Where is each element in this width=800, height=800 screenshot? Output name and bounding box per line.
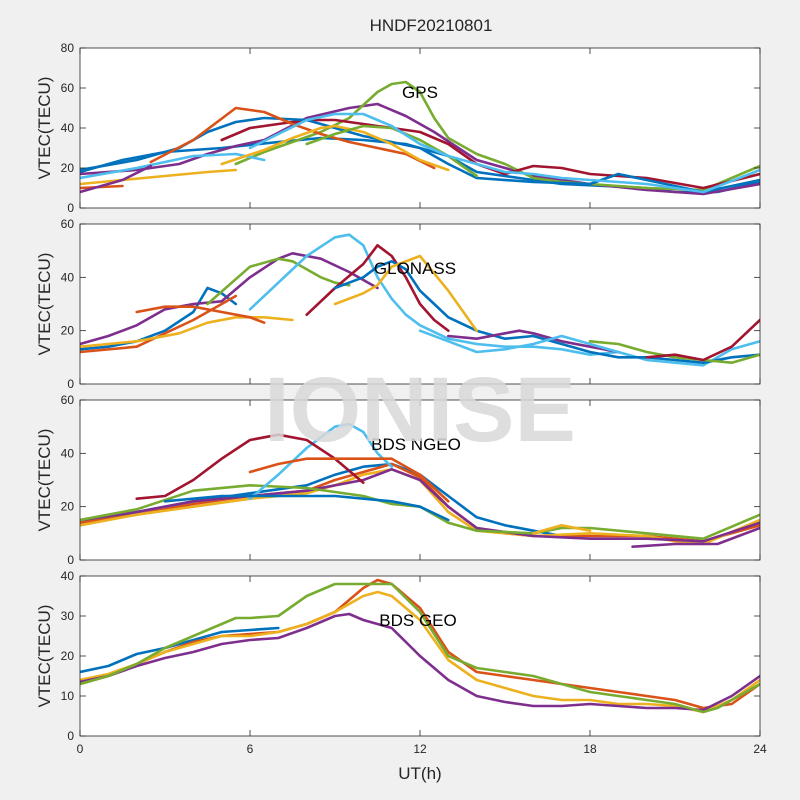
y-tick-label: 0: [67, 377, 74, 391]
series-group: [80, 80, 760, 196]
panel-3: 0 20 40 60 VTEC(TECU) BDS NGEO: [35, 393, 761, 567]
series-line: [333, 260, 760, 364]
y-tick-label: 40: [61, 569, 75, 583]
series-line: [220, 124, 450, 172]
series-line: [80, 294, 238, 354]
y-tick-label: 60: [61, 217, 75, 231]
series-group: [80, 422, 760, 548]
series-line: [80, 116, 760, 194]
chart-title: HNDF20210801: [370, 16, 493, 35]
series-line: [135, 305, 266, 324]
panel-label: BDS NGEO: [371, 435, 461, 454]
series-line: [248, 422, 393, 500]
watermark: IONISE: [264, 359, 576, 461]
panel-1: 0 20 40 60 80 VTEC(TECU) GPS: [35, 41, 761, 215]
panel-2: 0 20 40 60 VTEC(TECU) GLONASS: [35, 217, 761, 391]
series-line: [80, 316, 294, 348]
y-tick-label: 0: [67, 201, 74, 215]
x-tick-label: 24: [753, 742, 767, 756]
x-axis-label: UT(h): [398, 764, 441, 783]
series-group: [80, 578, 760, 714]
series-line: [248, 112, 760, 194]
series-line: [80, 168, 238, 186]
y-axis-label: VTEC(TECU): [35, 77, 54, 180]
series-line: [418, 329, 620, 354]
y-tick-label: 40: [61, 270, 75, 284]
series-line: [80, 164, 153, 194]
y-tick-label: 40: [61, 121, 75, 135]
y-tick-label: 60: [61, 81, 75, 95]
series-line: [80, 626, 280, 674]
x-tick-label: 0: [77, 742, 84, 756]
series-line: [80, 252, 379, 346]
y-tick-label: 20: [61, 324, 75, 338]
y-tick-label: 20: [61, 649, 75, 663]
series-line: [333, 254, 478, 332]
y-tick-label: 10: [61, 689, 75, 703]
y-tick-label: 20: [61, 500, 75, 514]
series-line: [149, 106, 436, 170]
panel-label: GPS: [402, 83, 438, 102]
panel-label: BDS GEO: [379, 611, 456, 630]
y-tick-label: 80: [61, 41, 75, 55]
y-tick-label: 30: [61, 609, 75, 623]
y-tick-label: 60: [61, 393, 75, 407]
y-axis-label: VTEC(TECU): [35, 605, 54, 708]
series-line: [248, 233, 760, 367]
series-line: [631, 526, 760, 548]
x-tick-label: 18: [583, 742, 597, 756]
series-line: [135, 433, 365, 500]
series-line: [206, 257, 351, 306]
series-line: [220, 118, 760, 190]
series-line: [645, 318, 760, 362]
x-tick-label: 12: [413, 742, 427, 756]
series-line: [447, 329, 620, 354]
y-tick-label: 20: [61, 161, 75, 175]
series-line: [80, 468, 760, 543]
y-axis-label: VTEC(TECU): [35, 429, 54, 532]
y-tick-label: 0: [67, 729, 74, 743]
y-axis-label: VTEC(TECU): [35, 253, 54, 356]
y-tick-label: 0: [67, 553, 74, 567]
series-line: [80, 582, 760, 714]
series-line: [80, 612, 760, 712]
series-line: [532, 524, 592, 535]
series-group: [80, 233, 760, 367]
panel-label: GLONASS: [374, 259, 456, 278]
series-line: [588, 340, 760, 364]
series-line: [305, 244, 450, 332]
panel-4: 0 10 20 30 40 0 6 12 18 24 VTEC(TECU) BDS GEO: [35, 569, 767, 756]
x-tick-label: 6: [247, 742, 254, 756]
series-line: [80, 578, 760, 710]
y-tick-label: 40: [61, 446, 75, 460]
series-line: [163, 494, 450, 522]
series-line: [248, 457, 450, 503]
series-line: [80, 590, 760, 714]
plot-area: [80, 48, 760, 208]
